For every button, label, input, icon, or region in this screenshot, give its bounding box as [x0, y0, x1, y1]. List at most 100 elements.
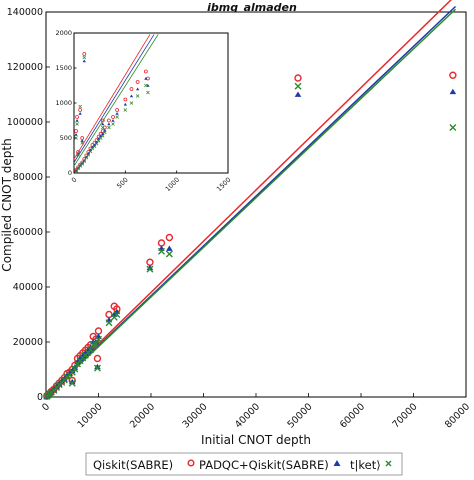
data-point-circle	[78, 108, 83, 112]
data-point-x	[95, 335, 102, 343]
x-tick-label: 40000	[233, 401, 262, 430]
data-point-x	[93, 364, 101, 372]
data-point-triangle	[101, 132, 105, 135]
inset-fit-lines	[73, 34, 159, 167]
fit-line	[45, 8, 457, 397]
data-point-circle	[93, 354, 102, 363]
y-tick-label: 2000	[55, 29, 72, 37]
data-point-circle	[75, 115, 79, 119]
data-point-circle	[129, 87, 134, 91]
data-point-x	[82, 55, 87, 60]
x-tick-label: 0	[70, 176, 79, 185]
data-point-x	[86, 153, 91, 157]
data-point-x	[449, 124, 457, 131]
data-point-triangle	[99, 134, 103, 138]
data-point-triangle	[123, 102, 127, 106]
inset-data-points	[74, 52, 150, 173]
fit-line	[45, 0, 452, 396]
y-tick-label: 1500	[55, 64, 72, 72]
data-point-circle	[294, 74, 302, 82]
legend-marker-triangle	[333, 460, 341, 466]
x-tick-label: 20000	[128, 401, 157, 430]
data-point-x	[129, 101, 134, 105]
data-point-circle	[111, 115, 115, 119]
legend: Qiskit(SABRE) PADQC+Qiskit(SABRE) t|ket⟩	[85, 452, 403, 476]
x-tick-label: 60000	[338, 401, 367, 430]
data-point-x	[135, 94, 140, 98]
y-tick-label: 20000	[13, 337, 43, 348]
data-point-triangle	[294, 91, 302, 97]
y-tick-label: 40000	[13, 282, 43, 293]
data-point-triangle	[103, 128, 107, 132]
data-point-x	[146, 265, 154, 273]
data-point-x	[92, 340, 100, 348]
data-point-triangle	[80, 161, 84, 165]
y-axis-label: Compiled CNOT depth	[0, 138, 14, 271]
data-point-x	[165, 250, 173, 258]
data-point-x	[87, 346, 95, 354]
data-point-x	[88, 149, 93, 154]
data-point-x	[100, 125, 105, 130]
data-point-triangle	[68, 367, 76, 374]
data-point-x	[84, 155, 89, 160]
y-tick-label: 60000	[13, 227, 43, 238]
data-point-triangle	[101, 122, 105, 126]
legend-marker-circle	[187, 459, 195, 467]
inset-plot-frame	[73, 32, 229, 174]
data-point-triangle	[74, 133, 78, 136]
data-point-x	[144, 83, 148, 88]
legend-marker-x	[385, 460, 392, 467]
data-point-circle	[165, 233, 174, 242]
data-point-triangle	[144, 77, 148, 80]
y-tick-label: 140000	[7, 7, 43, 18]
chart-title: ibmq_almaden	[207, 1, 297, 14]
main-data-points	[43, 71, 457, 400]
data-point-triangle	[75, 119, 79, 122]
x-tick-label: 30000	[180, 401, 209, 430]
data-point-circle	[107, 118, 111, 123]
data-point-triangle	[449, 88, 457, 95]
y-tick-label: 100000	[7, 117, 43, 128]
data-point-x	[100, 134, 105, 138]
data-point-triangle	[107, 122, 111, 126]
y-tick-label: 120000	[7, 62, 43, 73]
legend-label-tket: t|ket⟩	[350, 458, 381, 472]
data-point-triangle	[166, 245, 173, 251]
fit-line	[73, 34, 159, 167]
data-point-x	[103, 130, 107, 135]
data-point-x	[146, 90, 150, 95]
data-point-triangle	[66, 370, 73, 377]
y-tick-label: 0	[37, 392, 43, 403]
main-fit-lines	[45, 0, 457, 397]
data-point-x	[71, 365, 79, 373]
data-point-circle	[82, 52, 87, 56]
data-point-x	[75, 122, 79, 126]
fit-line	[73, 34, 151, 160]
data-point-x	[78, 104, 82, 109]
data-point-x	[68, 379, 76, 387]
fit-line	[73, 34, 155, 163]
data-point-triangle	[129, 94, 134, 98]
data-point-x	[158, 247, 165, 255]
data-point-x	[294, 82, 302, 90]
data-point-x	[96, 139, 101, 143]
x-tick-label: 0	[40, 401, 52, 413]
data-point-x	[107, 125, 111, 130]
x-tick-label: 70000	[390, 401, 419, 430]
data-point-x	[80, 141, 84, 145]
data-point-circle	[135, 80, 140, 84]
x-tick-label: 80000	[443, 401, 472, 430]
data-point-triangle	[146, 84, 150, 87]
data-point-triangle	[78, 112, 82, 115]
legend-label-padqc: PADQC+Qiskit(SABRE)	[199, 458, 329, 472]
x-tick-label: 10000	[75, 401, 104, 430]
data-point-triangle	[80, 139, 84, 142]
y-tick-label: 80000	[13, 172, 43, 183]
data-point-x	[113, 311, 121, 318]
data-point-triangle	[84, 155, 88, 159]
data-point-triangle	[78, 163, 82, 167]
data-point-x	[80, 162, 84, 166]
data-point-triangle	[146, 264, 154, 271]
data-point-triangle	[68, 378, 76, 385]
